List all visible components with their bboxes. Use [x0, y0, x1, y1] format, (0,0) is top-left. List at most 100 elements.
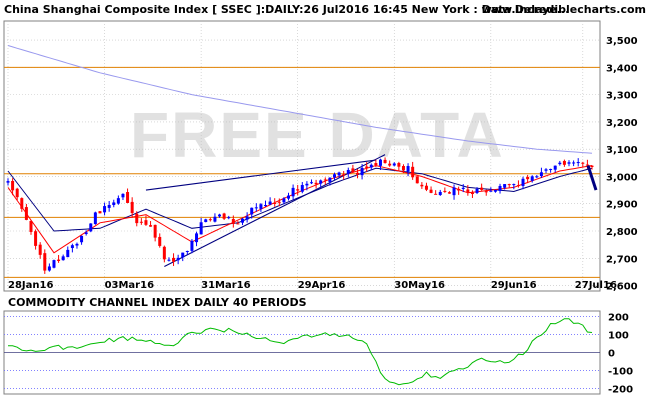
price-bar-body — [332, 174, 336, 178]
y-tick-label: 3,100 — [606, 145, 638, 156]
price-bar-body — [558, 162, 562, 165]
price-bar-body — [98, 211, 102, 214]
price-bar-body — [452, 187, 456, 196]
x-tick-label: 29Apr16 — [298, 280, 346, 291]
price-bar-body — [277, 201, 281, 203]
price-bar-body — [126, 192, 130, 203]
price-bar-body — [11, 180, 15, 191]
price-bar-body — [447, 192, 451, 194]
price-bar-body — [342, 174, 346, 176]
price-bar-body — [475, 188, 479, 193]
y-tick-label: 3,200 — [606, 118, 638, 129]
price-bar-body — [300, 185, 304, 192]
trendline — [145, 159, 376, 191]
price-bar-body — [415, 176, 419, 184]
price-bar-body — [383, 159, 387, 163]
y-tick-label: 2,700 — [606, 254, 638, 265]
price-bar-body — [388, 163, 392, 166]
price-bar-body — [521, 178, 525, 186]
price-bar-body — [38, 244, 42, 255]
price-bar-body — [507, 184, 511, 186]
price-bar-body — [139, 221, 143, 223]
cci-tick-label: -100 — [608, 367, 633, 378]
price-bar-body — [231, 218, 235, 224]
price-bar-body — [185, 251, 189, 253]
price-bar-body — [443, 190, 447, 192]
price-bar-body — [75, 243, 79, 246]
x-tick-label: 30May16 — [394, 280, 445, 291]
price-bar-body — [195, 233, 199, 243]
price-bar-body — [43, 253, 47, 271]
x-tick-label: 29Jun16 — [491, 280, 537, 291]
price-bar-body — [493, 190, 497, 192]
price-bar-body — [153, 224, 157, 238]
price-bar-body — [254, 207, 258, 209]
x-tick-label: 27Jul16 — [575, 280, 617, 291]
price-bar-body — [89, 223, 93, 232]
price-bar-body — [6, 181, 10, 183]
price-bar-body — [213, 216, 217, 222]
price-bar-body — [199, 222, 203, 235]
price-bar-body — [15, 188, 19, 198]
price-bar-body — [549, 168, 553, 170]
price-bar-body — [590, 165, 594, 167]
price-bar-body — [424, 185, 428, 190]
price-bar-body — [314, 182, 318, 185]
price-bar-body — [530, 176, 534, 181]
price-bar-body — [121, 193, 125, 198]
price-bar-body — [158, 236, 162, 246]
cci-panel-title: COMMODITY CHANNEL INDEX DAILY 40 PERIODS — [8, 296, 307, 309]
price-bar-body — [351, 168, 355, 172]
price-bar-body — [245, 216, 249, 220]
price-bar-body — [420, 184, 424, 187]
price-bar-body — [337, 172, 341, 176]
price-bar-body — [204, 219, 208, 223]
price-bar-body — [162, 246, 166, 260]
price-bar-body — [236, 223, 240, 225]
y-tick-label: 2,600 — [606, 282, 638, 293]
price-bar-body — [553, 165, 557, 170]
price-bar-body — [411, 166, 415, 178]
site-link[interactable]: www.incrediblecharts.com — [482, 3, 646, 16]
price-bar-body — [93, 212, 97, 224]
price-bar-body — [149, 225, 153, 227]
cci-line — [8, 318, 593, 386]
price-bar-body — [438, 191, 442, 195]
price-bar-body — [470, 192, 474, 195]
price-bar-body — [218, 214, 222, 217]
x-tick-label: 03Mar16 — [105, 280, 155, 291]
price-bar-body — [526, 176, 530, 180]
y-tick-label: 3,300 — [606, 91, 638, 102]
price-bar-body — [374, 163, 378, 166]
y-tick-label: 3,500 — [606, 36, 638, 47]
cci-tick-label: 200 — [608, 312, 629, 323]
y-tick-label: 3,400 — [606, 63, 638, 74]
price-bar-body — [66, 249, 70, 258]
price-bar-body — [181, 252, 185, 258]
price-bar-body — [57, 259, 61, 261]
price-bar-body — [296, 189, 300, 191]
price-bar-body — [135, 213, 139, 224]
price-bar-body — [52, 260, 56, 268]
cci-tick-label: -200 — [608, 385, 633, 396]
price-bar-body — [116, 198, 120, 204]
cci-tick-label: 0 — [608, 349, 615, 360]
price-bar-body — [282, 198, 286, 203]
price-bar-body — [572, 162, 576, 164]
price-bar-body — [397, 163, 401, 167]
price-bar-body — [466, 189, 470, 193]
price-bar-body — [167, 259, 171, 261]
price-bar-body — [20, 198, 24, 209]
price-bar-body — [47, 266, 51, 271]
price-bar-body — [103, 206, 107, 213]
price-bar-body — [535, 176, 539, 178]
price-bar-body — [562, 160, 566, 165]
moving-average-long — [7, 45, 593, 154]
price-bar-body — [291, 187, 295, 197]
cci-panel: COMMODITY CHANNEL INDEX DAILY 40 PERIODS… — [3, 296, 633, 396]
price-bar-body — [305, 183, 309, 186]
main-panel: FREE DATA 2,600 2,700 2,800 2,900 3,000 3,100… — [3, 20, 638, 293]
price-bar-body — [365, 166, 369, 168]
y-tick-label: 2,900 — [606, 200, 638, 211]
